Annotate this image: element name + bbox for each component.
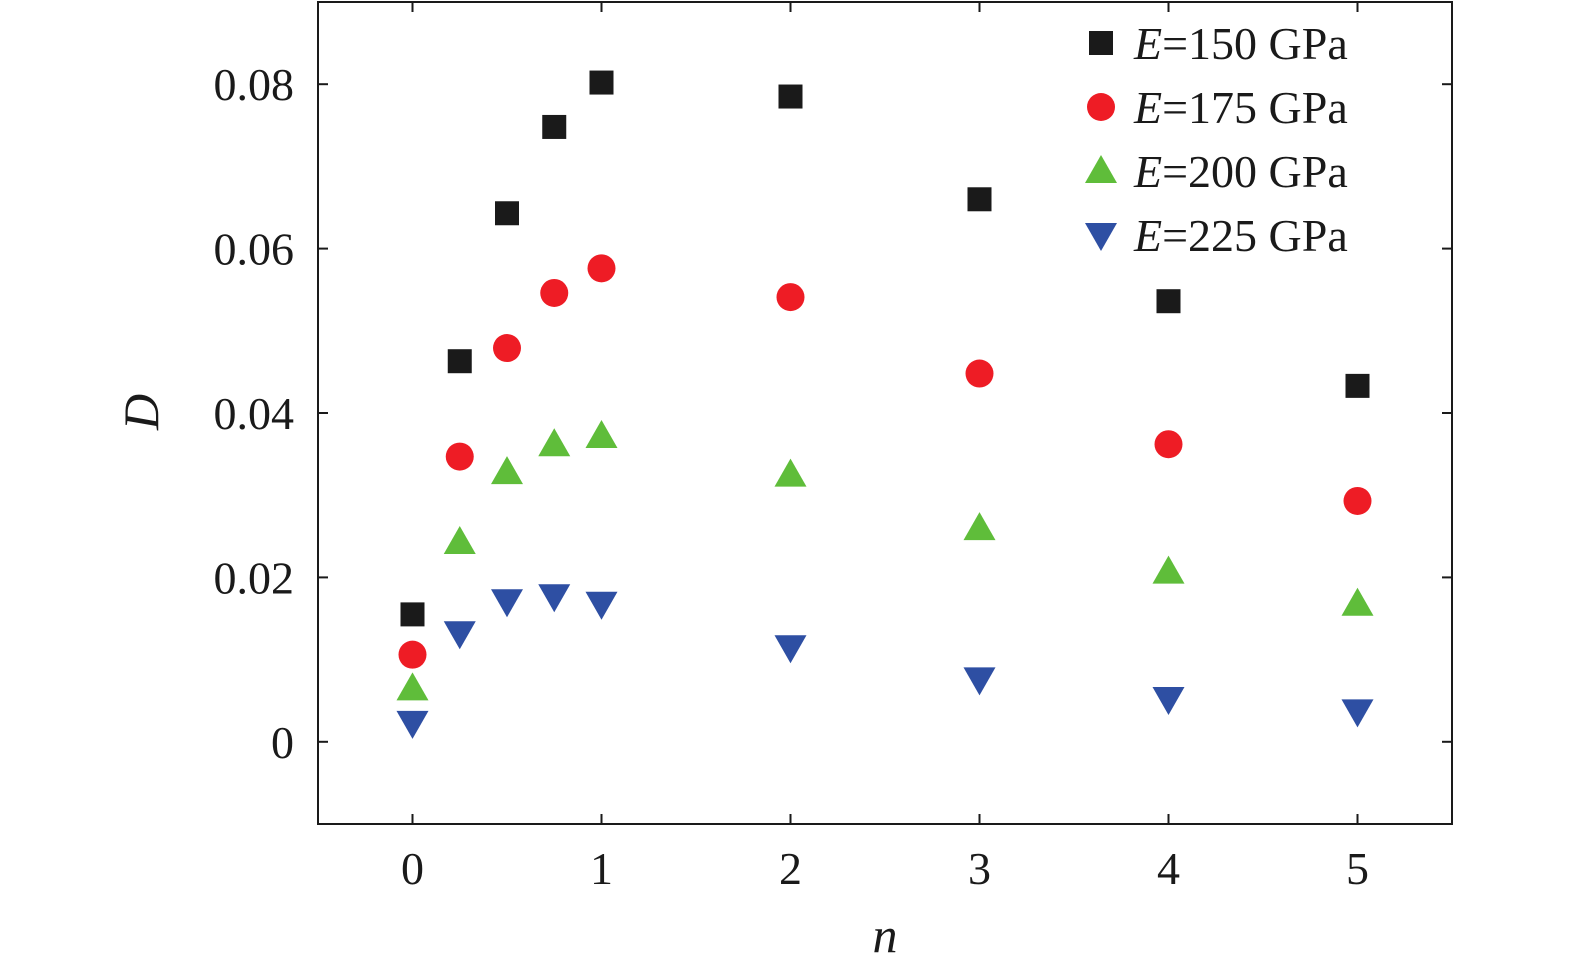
legend-item: E=225 GPa xyxy=(1085,210,1348,261)
legend: E=150 GPa E=175 GPa E=200 GPa E=225 GPa xyxy=(1085,18,1348,261)
data-point xyxy=(447,349,472,374)
data-point xyxy=(1345,373,1370,398)
data-point xyxy=(1343,486,1372,515)
data-point xyxy=(963,667,996,696)
data-point xyxy=(542,114,567,139)
x-tick-label: 1 xyxy=(590,843,613,894)
legend-label: E=150 GPa xyxy=(1133,18,1348,69)
series-1 xyxy=(400,70,1370,627)
data-point xyxy=(1154,430,1183,459)
x-tick-label: 4 xyxy=(1157,843,1180,894)
y-axis-title: D xyxy=(113,394,169,431)
data-point xyxy=(445,442,474,471)
data-point xyxy=(1152,687,1185,716)
y-tick-label: 0.04 xyxy=(214,388,295,439)
data-point xyxy=(443,526,476,555)
data-point xyxy=(774,458,807,487)
series-4 xyxy=(396,584,1374,739)
data-point xyxy=(491,456,523,485)
data-point xyxy=(1156,289,1181,314)
data-point xyxy=(587,254,616,283)
x-tick-label: 2 xyxy=(779,843,802,894)
data-point xyxy=(1341,587,1374,616)
legend-label: E=225 GPa xyxy=(1133,210,1348,261)
data-point xyxy=(1341,699,1374,728)
series-3 xyxy=(396,420,1374,701)
x-tick-label: 3 xyxy=(968,843,991,894)
data-point xyxy=(585,420,618,449)
y-tick-label: 0 xyxy=(271,717,294,768)
data-point xyxy=(778,84,803,109)
legend-marker xyxy=(1089,31,1113,55)
data-point xyxy=(443,621,476,650)
data-point xyxy=(1152,555,1185,584)
series-2 xyxy=(398,254,1372,669)
data-point xyxy=(538,584,571,613)
legend-marker xyxy=(1085,155,1117,183)
data-point xyxy=(396,710,429,739)
legend-marker xyxy=(1085,223,1117,251)
data-point xyxy=(538,428,571,457)
data-point xyxy=(589,70,614,95)
data-point xyxy=(963,512,996,541)
data-point xyxy=(774,635,807,664)
legend-item: E=200 GPa xyxy=(1085,146,1348,197)
legend-item: E=175 GPa xyxy=(1087,82,1348,133)
data-point xyxy=(398,640,427,669)
legend-marker xyxy=(1087,93,1115,121)
data-point xyxy=(585,591,618,620)
y-tick-label: 0.06 xyxy=(214,224,295,275)
ticks-layer: 0 1 2 3 4 5 0 0.02 0.04 0.06 0.08 xyxy=(214,2,1452,894)
data-point xyxy=(396,672,429,701)
data-point xyxy=(540,278,569,307)
y-tick-label: 0.02 xyxy=(214,552,295,603)
data-point xyxy=(495,201,519,226)
y-tick-label: 0.08 xyxy=(214,59,295,110)
data-point xyxy=(493,334,521,363)
legend-label: E=175 GPa xyxy=(1133,82,1348,133)
data-point xyxy=(776,283,805,312)
data-point xyxy=(967,187,992,212)
x-tick-label: 0 xyxy=(401,843,424,894)
x-tick-label: 5 xyxy=(1346,843,1369,894)
legend-label: E=200 GPa xyxy=(1133,146,1348,197)
x-axis-title: n xyxy=(873,907,898,963)
data-point xyxy=(965,359,994,388)
marks-layer xyxy=(396,70,1374,739)
data-point xyxy=(491,589,523,618)
legend-item: E=150 GPa xyxy=(1089,18,1348,69)
data-point xyxy=(400,602,425,627)
